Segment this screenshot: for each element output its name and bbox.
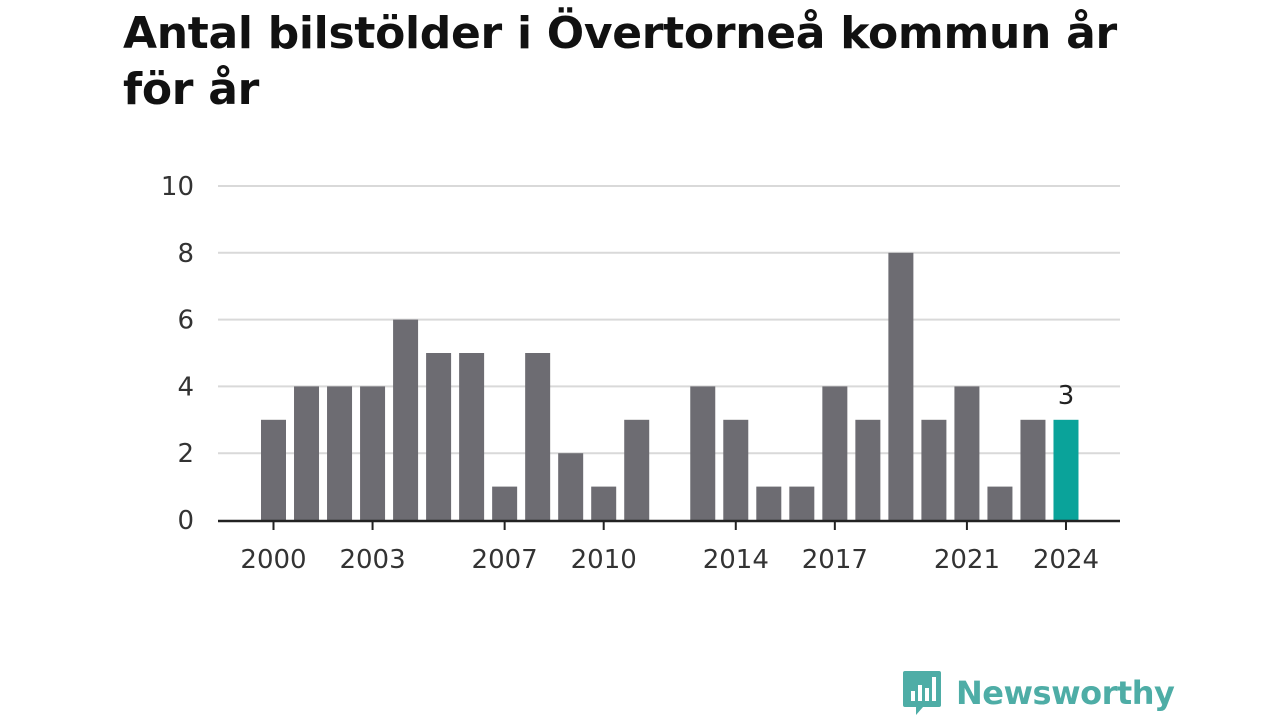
brand-name: Newsworthy (956, 674, 1175, 712)
y-tick-label: 10 (161, 172, 194, 202)
chart-title: Antal bilstölder i Övertorneå kommun år … (123, 8, 1117, 115)
bar (954, 386, 980, 520)
x-tick-label: 2007 (472, 545, 538, 575)
bar (822, 386, 848, 520)
bar (492, 486, 518, 520)
bar (591, 486, 617, 520)
x-tick-label: 2024 (1033, 545, 1099, 575)
bar (921, 419, 947, 520)
bar (558, 453, 584, 520)
y-axis-ticks: 0 2 4 6 8 10 (161, 172, 194, 536)
gridlines (218, 185, 1120, 455)
x-tick-label: 2000 (240, 545, 306, 575)
y-tick-label: 8 (177, 239, 194, 269)
bar (459, 353, 485, 520)
bar (723, 419, 749, 520)
bar (888, 252, 914, 521)
y-tick-label: 0 (177, 506, 194, 536)
x-axis-ticks: 2000 2003 2007 2010 2014 2017 2021 2024 (240, 521, 1099, 575)
bar (294, 386, 320, 520)
x-tick-label: 2017 (802, 545, 868, 575)
x-tick-label: 2014 (703, 545, 769, 575)
bar (327, 386, 353, 520)
bar (987, 486, 1013, 520)
bar (624, 419, 650, 520)
bar (789, 486, 815, 520)
bars (261, 252, 1079, 521)
bar (261, 419, 286, 520)
bar (855, 419, 881, 520)
data-label: 3 (1058, 381, 1075, 411)
y-tick-label: 2 (177, 439, 194, 469)
x-tick-label: 2003 (339, 545, 405, 575)
bar (1020, 419, 1046, 520)
newsworthy-chart-bubble-icon (903, 671, 941, 715)
bar (690, 386, 716, 520)
x-tick-label: 2021 (934, 545, 1000, 575)
bar (756, 486, 782, 520)
data-labels: 3 (1058, 381, 1075, 411)
bar (426, 353, 452, 520)
y-tick-label: 6 (177, 306, 194, 336)
bar-highlight (1053, 419, 1079, 520)
bar (393, 319, 419, 520)
newsworthy-logo: Newsworthy (902, 668, 1175, 718)
y-tick-label: 4 (177, 372, 194, 402)
bar (360, 386, 386, 520)
bar (525, 353, 551, 520)
x-tick-label: 2010 (571, 545, 637, 575)
